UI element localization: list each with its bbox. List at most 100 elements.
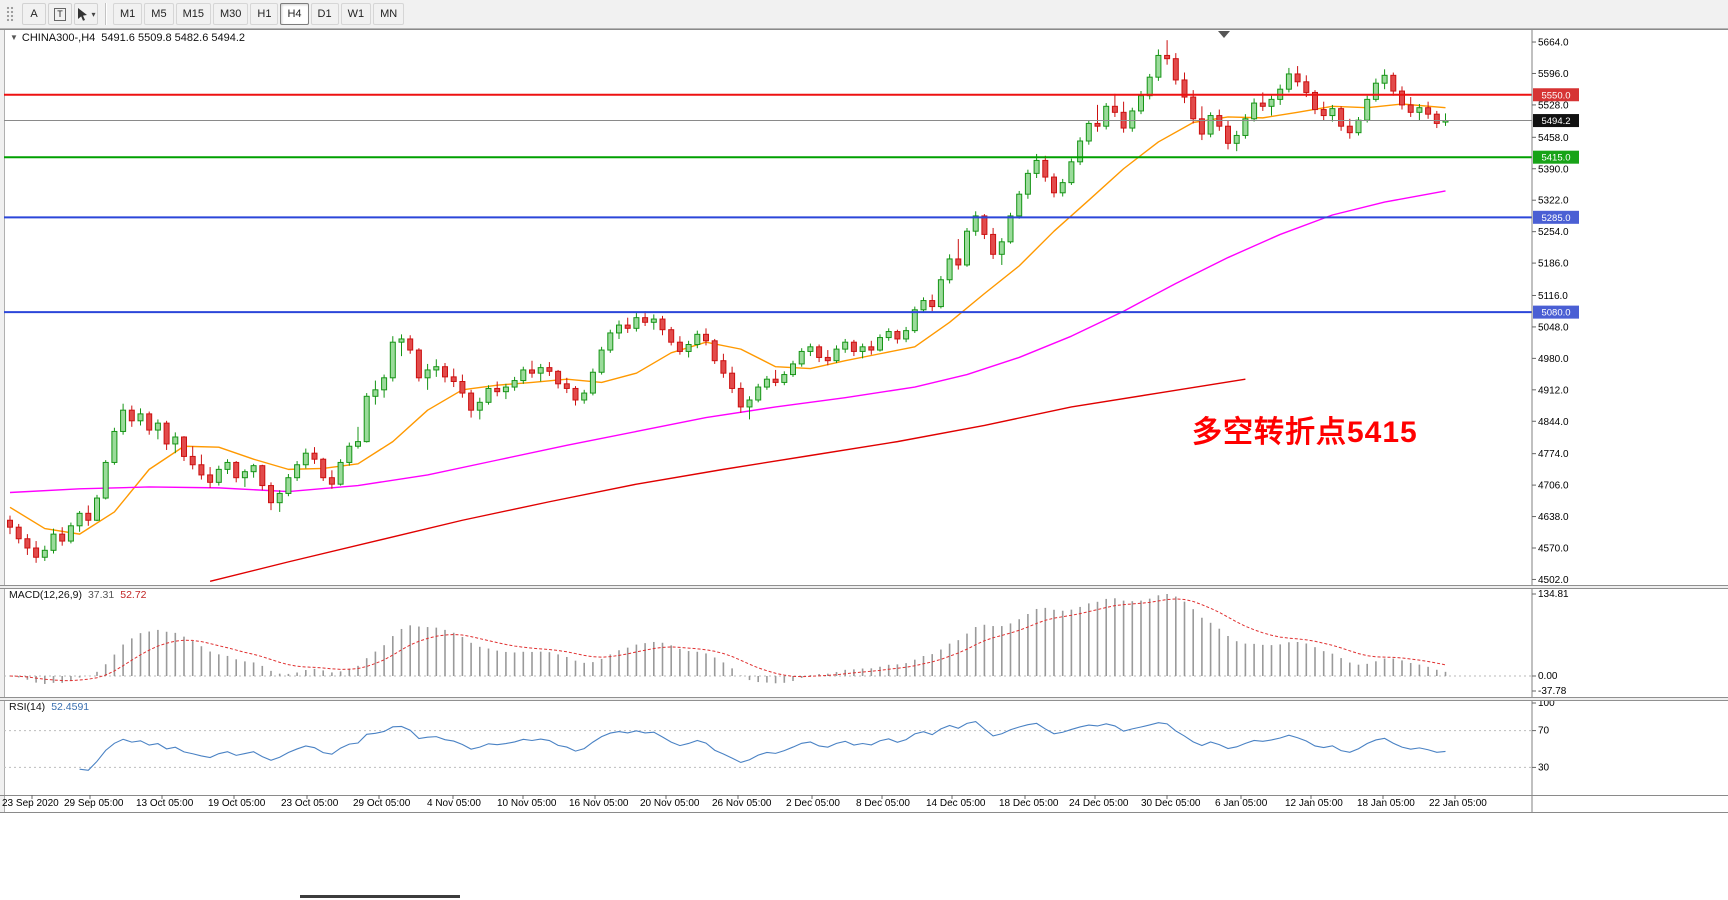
svg-text:5322.0: 5322.0: [1538, 196, 1569, 207]
arrow-tool-button[interactable]: A: [22, 3, 46, 25]
svg-text:29 Sep 05:00: 29 Sep 05:00: [64, 798, 124, 809]
svg-text:10 Nov 05:00: 10 Nov 05:00: [497, 798, 557, 809]
svg-text:0.00: 0.00: [1538, 671, 1558, 682]
toolbar-drag-handle-icon[interactable]: [6, 5, 15, 23]
panel-divider[interactable]: [0, 697, 1728, 701]
svg-text:5186.0: 5186.0: [1538, 259, 1569, 270]
time-axis[interactable]: 23 Sep 2020 29 Sep 05:00 13 Oct 05:00 19 Oc…: [2, 795, 1487, 809]
one-click-collapse-icon[interactable]: ▼: [10, 33, 18, 42]
svg-text:5390.0: 5390.0: [1538, 164, 1569, 175]
chart-shift-marker-icon[interactable]: [1218, 31, 1230, 38]
timeframe-label: MN: [380, 8, 398, 20]
svg-text:5415.0: 5415.0: [1541, 153, 1570, 164]
chart-annotation[interactable]: 多空转折点5415: [1192, 416, 1418, 449]
horizontal-scrollbar-fragment[interactable]: [300, 895, 460, 898]
timeframe-label: M15: [182, 8, 204, 20]
svg-text:12 Jan 05:00: 12 Jan 05:00: [1285, 798, 1343, 809]
timeframe-w1-button[interactable]: W1: [340, 3, 372, 25]
macd-value-main: 37.31: [87, 589, 115, 601]
svg-text:20 Nov 05:00: 20 Nov 05:00: [640, 798, 700, 809]
svg-text:4912.0: 4912.0: [1538, 385, 1569, 396]
svg-text:26 Nov 05:00: 26 Nov 05:00: [712, 798, 772, 809]
timeframe-label: M30: [219, 8, 242, 20]
rsi-label: RSI(14): [9, 701, 46, 713]
svg-text:4844.0: 4844.0: [1538, 417, 1569, 428]
macd-axis: 134.81 0.00 -37.78: [1532, 589, 1569, 697]
svg-text:5458.0: 5458.0: [1538, 133, 1569, 144]
svg-text:100: 100: [1538, 698, 1555, 709]
symbol-timeframe-label: CHINA300-,H4: [21, 32, 96, 44]
svg-text:22 Jan 05:00: 22 Jan 05:00: [1429, 798, 1487, 809]
text-tool-label: T: [54, 7, 66, 21]
svg-text:5048.0: 5048.0: [1538, 322, 1569, 333]
svg-text:5494.2: 5494.2: [1541, 116, 1570, 127]
svg-text:5116.0: 5116.0: [1538, 291, 1568, 302]
macd-panel[interactable]: [4, 594, 1532, 684]
rsi-value: 52.4591: [51, 701, 90, 713]
svg-text:5528.0: 5528.0: [1538, 100, 1569, 111]
timeframe-label: H4: [287, 8, 302, 20]
svg-text:134.81: 134.81: [1538, 589, 1569, 600]
svg-text:5664.0: 5664.0: [1538, 38, 1569, 49]
cursor-icon: [78, 8, 88, 21]
svg-text:5080.0: 5080.0: [1541, 308, 1570, 319]
timeframe-label: M1: [120, 8, 136, 20]
timeframe-h4-button[interactable]: H4: [280, 3, 309, 25]
svg-text:4570.0: 4570.0: [1538, 544, 1569, 555]
rsi-panel[interactable]: [4, 721, 1532, 771]
price-badge-5285.0: [1533, 210, 1579, 224]
toolbar: A T ▾ M1 M5 M15 M30 H1 H4 D1 W1 MN: [0, 0, 1728, 29]
svg-text:5254.0: 5254.0: [1538, 227, 1569, 238]
svg-text:-37.78: -37.78: [1538, 686, 1567, 697]
price-badge-5494.2: [1533, 114, 1579, 128]
svg-text:5285.0: 5285.0: [1541, 213, 1570, 224]
svg-text:13 Oct 05:00: 13 Oct 05:00: [136, 798, 194, 809]
timeframe-m1-button[interactable]: M1: [113, 3, 143, 25]
svg-text:4 Nov 05:00: 4 Nov 05:00: [427, 798, 481, 809]
price-badge-5415.0: [1533, 150, 1579, 164]
svg-text:16 Nov 05:00: 16 Nov 05:00: [569, 798, 629, 809]
svg-text:24 Dec 05:00: 24 Dec 05:00: [1069, 798, 1129, 809]
text-tool-button[interactable]: T: [48, 3, 72, 25]
cursor-tool-button[interactable]: ▾: [74, 3, 98, 25]
timeframe-label: M5: [151, 8, 167, 20]
panel-divider[interactable]: [0, 585, 1728, 589]
svg-text:4706.0: 4706.0: [1538, 481, 1569, 492]
timeframe-label: W1: [347, 8, 365, 20]
macd-indicator-title: MACD(12,26,9) 37.31 52.72: [9, 589, 147, 601]
timeframe-mn-button[interactable]: MN: [373, 3, 405, 25]
svg-text:4502.0: 4502.0: [1538, 575, 1569, 586]
ma-slow-red: [209, 378, 1246, 582]
timeframe-m5-button[interactable]: M5: [144, 3, 174, 25]
svg-text:70: 70: [1538, 726, 1550, 737]
rsi-indicator-title: RSI(14) 52.4591: [9, 701, 89, 713]
toolbar-separator: [105, 3, 106, 25]
timeframe-d1-button[interactable]: D1: [310, 3, 339, 25]
timeframe-m15-button[interactable]: M15: [175, 3, 211, 25]
price-axis[interactable]: 5664.0 5596.0 5528.0 5458.0 5390.0 5322.0 5254…: [1531, 29, 1579, 812]
horizontal-lines-layer[interactable]: [4, 93, 1532, 314]
arrow-tool-label: A: [30, 8, 38, 20]
main-price-panel[interactable]: [4, 40, 1532, 582]
chevron-down-icon: ▾: [91, 9, 96, 19]
price-badge-5080.0: [1533, 305, 1579, 319]
svg-text:4980.0: 4980.0: [1538, 354, 1569, 365]
rsi-line: [79, 721, 1446, 771]
macd-label: MACD(12,26,9): [9, 589, 82, 601]
svg-text:5596.0: 5596.0: [1538, 69, 1569, 80]
svg-text:30: 30: [1538, 762, 1550, 773]
timeframe-label: H1: [257, 8, 272, 20]
timeframe-m30-button[interactable]: M30: [212, 3, 249, 25]
svg-text:23 Sep 2020: 23 Sep 2020: [2, 798, 59, 809]
svg-text:18 Dec 05:00: 18 Dec 05:00: [999, 798, 1059, 809]
candles-layer: [7, 40, 1449, 563]
svg-text:4774.0: 4774.0: [1538, 449, 1569, 460]
svg-text:14 Dec 05:00: 14 Dec 05:00: [926, 798, 986, 809]
svg-text:18 Jan 05:00: 18 Jan 05:00: [1357, 798, 1415, 809]
timeframe-h1-button[interactable]: H1: [250, 3, 279, 25]
svg-text:8 Dec 05:00: 8 Dec 05:00: [856, 798, 910, 809]
moving-averages-layer: [9, 103, 1446, 582]
svg-text:23 Oct 05:00: 23 Oct 05:00: [281, 798, 339, 809]
